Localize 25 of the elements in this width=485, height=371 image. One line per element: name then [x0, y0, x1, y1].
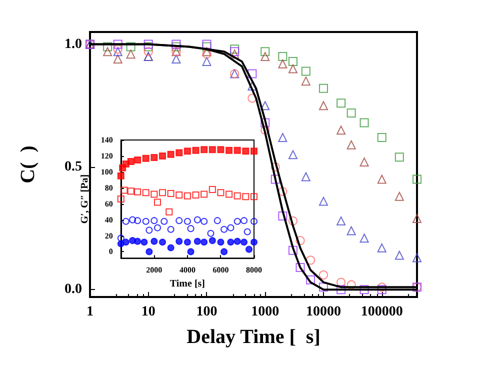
- y-tick-label: 120: [100, 151, 113, 160]
- x-tick-label: 4000: [179, 266, 196, 275]
- y-tick-label: 1.0: [64, 36, 82, 52]
- y-tick-label: 40: [104, 215, 113, 224]
- x-tick-label: 10000: [306, 304, 341, 320]
- x-tick-label: 8000: [246, 266, 262, 275]
- y-tick-label: 100: [100, 167, 113, 176]
- y-axis-title: C( ): [17, 146, 39, 184]
- x-axis-title: Time [s]: [170, 278, 205, 290]
- x-tick-label: 100000: [360, 304, 403, 320]
- y-tick-label: 20: [104, 231, 113, 240]
- x-tick-label: 1000: [251, 304, 280, 320]
- y-tick-label: 0.5: [64, 159, 82, 174]
- x-tick-label: 2000: [146, 266, 162, 275]
- x-tick-label: 100: [196, 304, 218, 320]
- x-tick-label: 10: [141, 304, 156, 320]
- x-tick-label: 6000: [212, 266, 229, 275]
- y-tick-label: 140: [100, 136, 113, 144]
- x-axis-title: Delay Time [ s]: [186, 326, 320, 348]
- y-tick-label: 0.0: [64, 282, 82, 298]
- y-tick-label: 60: [104, 199, 113, 208]
- y-tick-label: 80: [104, 183, 113, 192]
- y-axis-title: G′, G″ [Pa]: [80, 174, 90, 224]
- y-tick-label: 0: [108, 247, 113, 256]
- x-tick-label: 1: [86, 304, 94, 320]
